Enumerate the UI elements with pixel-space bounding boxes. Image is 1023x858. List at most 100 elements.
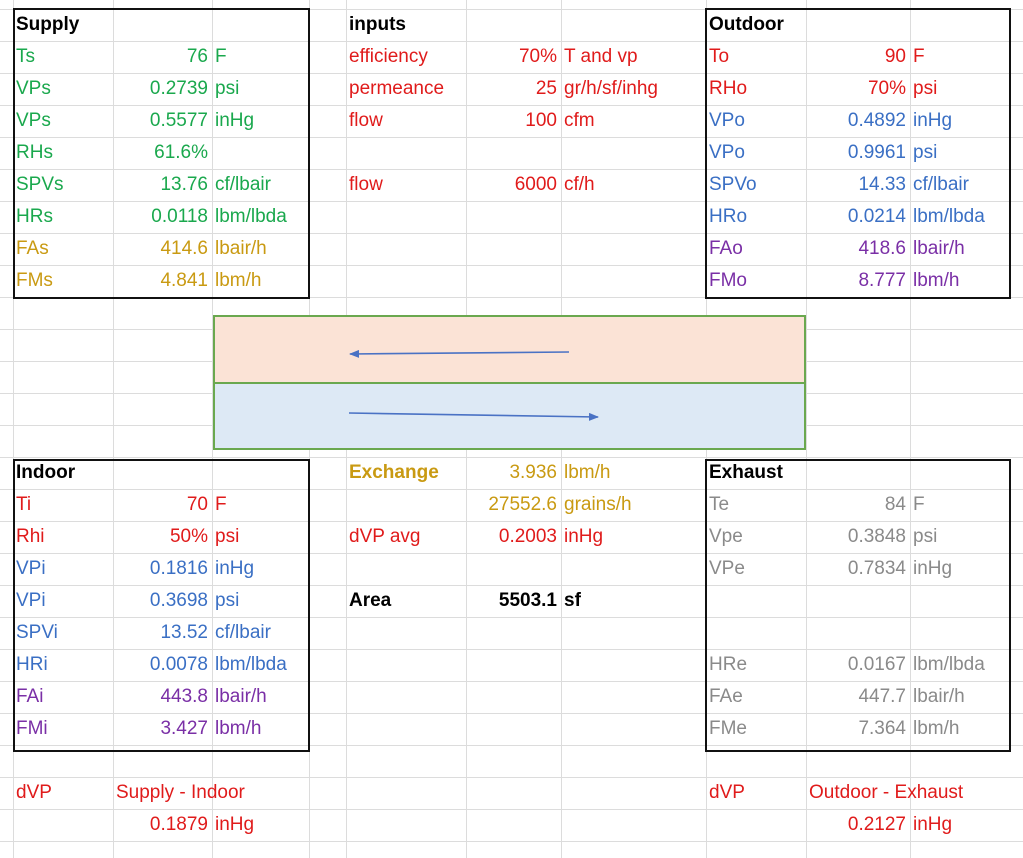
outdoor-row-value[interactable]: 0.4892 [847,110,906,131]
inputs-row-label[interactable]: flow [349,174,383,195]
outdoor-row-unit[interactable]: inHg [913,110,953,131]
indoor-row-label[interactable]: Ti [16,494,32,515]
indoor-row-unit[interactable]: lbm/lbda [215,654,287,675]
inputs-row-label[interactable]: efficiency [349,46,428,67]
indoor-row-label[interactable]: FAi [16,686,44,707]
indoor-row-unit[interactable]: lbair/h [215,686,267,707]
supply-row-unit[interactable]: cf/lbair [215,174,271,195]
exhaust-row-label[interactable]: Vpe [709,526,743,547]
outdoor-row-value[interactable]: 8.777 [858,270,906,291]
inputs-row-unit[interactable]: cf/h [564,174,595,195]
supply-row-label[interactable]: VPs [16,78,51,99]
exchange-row-value[interactable]: 3.936 [509,462,557,483]
exhaust-row-unit[interactable]: lbm/lbda [913,654,985,675]
indoor-row-value[interactable]: 443.8 [160,686,208,707]
indoor-row-value[interactable]: 0.0078 [149,654,208,675]
supply-row-value[interactable]: 61.6% [154,142,208,163]
indoor-row-value[interactable]: 13.52 [160,622,208,643]
outdoor-row-value[interactable]: 0.0214 [847,206,906,227]
exhaust-row-value[interactable]: 84 [884,494,906,515]
supply-row-label[interactable]: RHs [16,142,53,163]
outdoor-row-label[interactable]: RHo [709,78,748,99]
outdoor-row-value[interactable]: 14.33 [858,174,906,195]
supply-row-unit[interactable]: psi [215,78,240,99]
inputs-row-label[interactable]: permeance [349,78,445,99]
indoor-row-unit[interactable]: lbm/h [215,718,262,739]
outdoor-row-label[interactable]: VPo [709,110,745,131]
exchange-row-label[interactable]: Area [349,590,392,611]
exchange-row-unit[interactable]: lbm/h [564,462,611,483]
supply-row-value[interactable]: 0.0118 [151,206,208,227]
exhaust-row-value[interactable]: 0.7834 [847,558,906,579]
supply-row-value[interactable]: 0.2739 [149,78,208,99]
outdoor-row-label[interactable]: To [709,46,730,67]
exhaust-row-label[interactable]: HRe [709,654,748,675]
exhaust-row-unit[interactable]: lbm/h [913,718,960,739]
outdoor-row-value[interactable]: 0.9961 [847,142,906,163]
indoor-row-label[interactable]: HRi [16,654,48,675]
supply-title[interactable]: Supply [16,14,80,35]
dvp-right-label[interactable]: dVP [709,782,745,803]
dvp-right-desc[interactable]: Outdoor - Exhaust [809,782,964,803]
dvp-right-unit[interactable]: inHg [913,814,953,835]
supply-row-unit[interactable]: lbair/h [215,238,267,259]
outdoor-row-unit[interactable]: F [913,46,925,67]
inputs-row-label[interactable]: flow [349,110,383,131]
inputs-row-value[interactable]: 25 [535,78,557,99]
outdoor-row-value[interactable]: 90 [884,46,906,67]
exchange-row-label[interactable]: Exchange [349,462,439,483]
exhaust-row-label[interactable]: Te [709,494,730,515]
indoor-row-label[interactable]: SPVi [16,622,58,643]
outdoor-row-unit[interactable]: psi [913,78,938,99]
outdoor-row-unit[interactable]: cf/lbair [913,174,969,195]
outdoor-row-value[interactable]: 70% [867,78,906,99]
supply-row-unit[interactable]: inHg [215,110,255,131]
supply-row-value[interactable]: 414.6 [160,238,208,259]
indoor-row-unit[interactable]: F [215,494,227,515]
dvp-left-value[interactable]: 0.1879 [149,814,208,835]
outdoor-row-label[interactable]: FMo [709,270,747,291]
inputs-row-value[interactable]: 100 [525,110,557,131]
supply-row-unit[interactable]: lbm/lbda [215,206,287,227]
exhaust-row-label[interactable]: VPe [709,558,745,579]
outdoor-row-unit[interactable]: lbm/lbda [913,206,985,227]
supply-row-unit[interactable]: lbm/h [215,270,262,291]
inputs-row-value[interactable]: 70% [518,46,557,67]
outdoor-row-unit[interactable]: lbm/h [913,270,960,291]
supply-row-value[interactable]: 0.5577 [149,110,208,131]
outdoor-row-label[interactable]: VPo [709,142,745,163]
dvp-left-unit[interactable]: inHg [215,814,255,835]
outdoor-row-label[interactable]: FAo [709,238,743,259]
dvp-right-value[interactable]: 0.2127 [847,814,906,835]
indoor-row-value[interactable]: 0.3698 [149,590,208,611]
outdoor-row-label[interactable]: SPVo [709,174,757,195]
indoor-row-label[interactable]: VPi [16,590,46,611]
supply-row-label[interactable]: SPVs [16,174,64,195]
supply-row-value[interactable]: 13.76 [160,174,208,195]
inputs-row-unit[interactable]: cfm [564,110,595,131]
indoor-row-unit[interactable]: psi [215,526,240,547]
indoor-row-value[interactable]: 70 [186,494,208,515]
indoor-row-unit[interactable]: inHg [215,558,255,579]
indoor-row-value[interactable]: 3.427 [160,718,208,739]
inputs-row-value[interactable]: 6000 [514,174,557,195]
exhaust-row-value[interactable]: 447.7 [858,686,906,707]
exhaust-row-unit[interactable]: lbair/h [913,686,965,707]
exhaust-row-unit[interactable]: F [913,494,925,515]
exchange-row-value[interactable]: 0.2003 [498,526,557,547]
dvp-left-desc[interactable]: Supply - Indoor [116,782,245,803]
exhaust-row-value[interactable]: 0.3848 [847,526,906,547]
indoor-row-label[interactable]: FMi [16,718,48,739]
supply-row-unit[interactable]: F [215,46,227,67]
exhaust-title[interactable]: Exhaust [709,462,783,483]
supply-row-value[interactable]: 4.841 [160,270,208,291]
exchange-row-value[interactable]: 5503.1 [498,590,557,611]
inputs-row-unit[interactable]: gr/h/sf/inhg [564,78,658,99]
supply-row-label[interactable]: FAs [16,238,49,259]
inputs-row-unit[interactable]: T and vp [564,46,638,67]
exchange-row-unit[interactable]: inHg [564,526,604,547]
supply-row-label[interactable]: VPs [16,110,51,131]
dvp-left-label[interactable]: dVP [16,782,52,803]
exhaust-row-value[interactable]: 7.364 [858,718,906,739]
